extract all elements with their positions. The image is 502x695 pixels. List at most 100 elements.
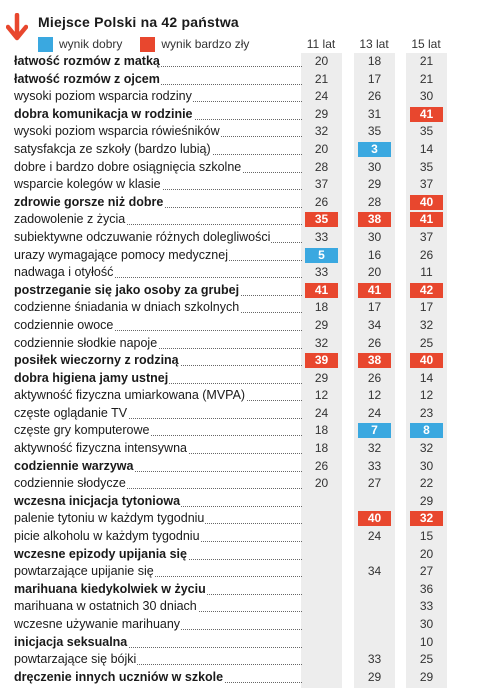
rank-cell: 20 [314, 141, 329, 156]
rank-cell: 42 [410, 282, 443, 298]
rank-cell: 34 [367, 317, 382, 332]
rank-cell: 25 [419, 652, 434, 667]
rank-cell: 35 [419, 159, 434, 174]
row-label: aktywność fizyczna umiarkowana (MVPA) [14, 388, 247, 404]
table-row: wysoki poziom wsparcia rodziny 24 26 30 [0, 88, 502, 106]
rank-cell: 12 [367, 388, 382, 403]
table-row: zadowolenie z życia 35 38 41 [0, 211, 502, 229]
rank-cell: 21 [419, 71, 434, 86]
row-label: wczesna inicjacja tytoniowa [14, 493, 182, 509]
rank-cell: 29 [314, 370, 329, 385]
table-row: dobre i bardzo dobre osiągnięcia szkolne… [0, 159, 502, 177]
row-label: zadowolenie z życia [14, 212, 127, 228]
table-row: powtarzające się bójki 33 25 [0, 651, 502, 669]
rank-cell: 24 [314, 89, 329, 104]
dotted-leader [14, 277, 302, 279]
dotted-leader [14, 224, 302, 226]
table-row: wczesne epizody upijania się 20 [0, 546, 502, 564]
rank-cell: 21 [419, 54, 434, 68]
table-row: nadwaga i otyłość 33 20 11 [0, 264, 502, 282]
row-label: inicjacja seksualna [14, 634, 129, 650]
rank-cell: 20 [314, 54, 329, 68]
row-label: palenie tytoniu w każdym tygodniu [14, 511, 206, 527]
rank-cell: 33 [419, 599, 434, 614]
table-row: postrzeganie się jako osoby za grubej 41 4… [0, 282, 502, 300]
rank-cell: 29 [367, 669, 382, 684]
table-row: powtarzające upijanie się 34 27 [0, 563, 502, 581]
column-header-15: 15 lat [411, 37, 441, 51]
row-label: urazy wymagające pomocy medycznej [14, 247, 229, 263]
rank-cell: 25 [419, 335, 434, 350]
rank-cell: 15 [419, 529, 434, 544]
rank-cell: 10 [419, 634, 434, 649]
row-label: dobra higiena jamy ustnej [14, 370, 170, 386]
legend: wynik dobry wynik bardzo zły [38, 36, 267, 52]
rank-cell: 29 [419, 669, 434, 684]
row-label: codziennie warzywa [14, 458, 135, 474]
table-row: wsparcie kolegów w klasie 37 29 37 [0, 176, 502, 194]
dotted-leader [14, 435, 302, 437]
rank-cell: 26 [367, 89, 382, 104]
column-header-11: 11 lat [306, 37, 336, 51]
row-label: dobra komunikacja w rodzinie [14, 106, 194, 122]
rank-cell: 40 [358, 511, 391, 527]
rank-cell: 26 [367, 335, 382, 350]
rank-cell: 12 [314, 388, 329, 403]
rank-cell: 16 [367, 247, 382, 262]
rank-cell: 33 [314, 229, 329, 244]
table-row: codziennie warzywa 26 33 30 [0, 458, 502, 476]
table-row: marihuana kiedykolwiek w życiu 36 [0, 581, 502, 599]
rank-cell: 35 [367, 124, 382, 139]
row-label: picie alkoholu w każdym tygodniu [14, 529, 201, 545]
row-label: łatwość rozmów z matką [14, 54, 161, 69]
rank-cell: 21 [314, 71, 329, 86]
rank-cell: 32 [314, 335, 329, 350]
rank-cell: 37 [419, 229, 434, 244]
rank-cell: 37 [314, 177, 329, 192]
row-label: postrzeganie się jako osoby za grubej [14, 282, 241, 298]
row-label: subiektywne odczuwanie różnych dolegliwo… [14, 229, 272, 245]
rank-cell: 24 [367, 405, 382, 420]
row-label: dobre i bardzo dobre osiągnięcia szkolne [14, 159, 243, 175]
table-row: codzienne śniadania w dniach szkolnych 18… [0, 299, 502, 317]
rank-cell: 18 [367, 54, 382, 68]
dotted-leader [14, 417, 302, 419]
rank-cell: 29 [314, 317, 329, 332]
table-row: satysfakcja ze szkoły (bardzo lubią) 20 3 1… [0, 141, 502, 159]
row-label: marihuana kiedykolwiek w życiu [14, 581, 207, 597]
rank-cell: 41 [410, 212, 443, 228]
table-row: aktywność fizyczna intensywna 18 32 32 [0, 440, 502, 458]
rank-cell: 17 [367, 71, 382, 86]
table-row: dręczenie innych uczniów w szkole 29 29 [0, 669, 502, 687]
rank-cell: 30 [367, 159, 382, 174]
rank-cell: 33 [314, 265, 329, 280]
rank-cell: 30 [367, 229, 382, 244]
row-label: częste oglądanie TV [14, 405, 129, 421]
row-label: satysfakcja ze szkoły (bardzo lubią) [14, 141, 212, 157]
rank-cell: 8 [410, 423, 443, 439]
dotted-leader [14, 646, 302, 648]
rank-cell: 30 [419, 89, 434, 104]
rank-cell: 29 [314, 106, 329, 121]
row-label: wysoki poziom wsparcia rodziny [14, 89, 193, 105]
rank-cell: 28 [367, 194, 382, 209]
table-row: częste gry komputerowe 18 7 8 [0, 422, 502, 440]
rank-cell: 34 [367, 564, 382, 579]
row-label: częste gry komputerowe [14, 423, 151, 439]
rank-cell: 7 [358, 423, 391, 439]
legend-swatch-bad [140, 36, 156, 52]
rank-cell: 26 [419, 247, 434, 262]
table-row: wczesne używanie marihuany 30 [0, 616, 502, 634]
rank-cell: 33 [367, 458, 382, 473]
row-label: wysoki poziom wsparcia rówieśników [14, 124, 221, 140]
dotted-leader [14, 664, 302, 666]
row-label: codziennie owoce [14, 317, 115, 333]
dotted-leader [14, 488, 302, 490]
rank-cell: 18 [314, 300, 329, 315]
rank-cell: 41 [410, 106, 443, 122]
rank-cell: 18 [314, 441, 329, 456]
rank-cell: 38 [358, 353, 391, 369]
rank-cell: 39 [305, 353, 338, 369]
rank-cell: 32 [419, 317, 434, 332]
rank-cell: 32 [410, 511, 443, 527]
